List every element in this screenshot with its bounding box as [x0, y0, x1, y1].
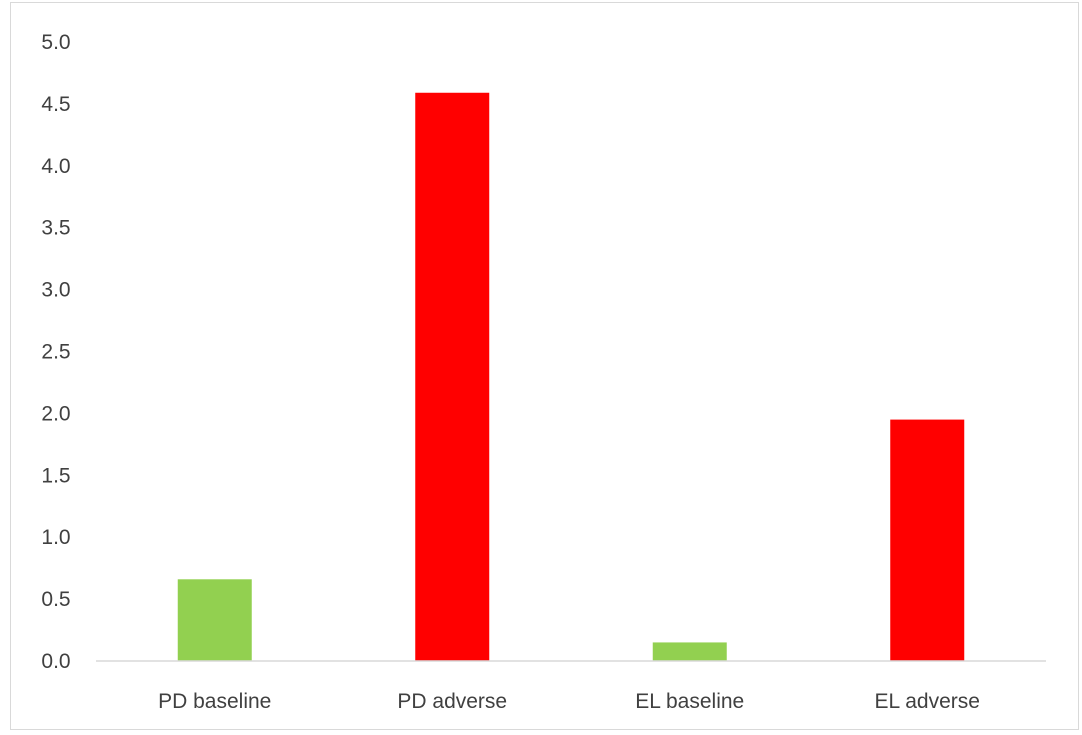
bar-pd-adverse — [415, 92, 490, 662]
x-category-label: EL adverse — [875, 690, 980, 713]
x-category-label: EL baseline — [635, 690, 744, 713]
y-tick-label: 1.5 — [41, 464, 70, 487]
y-tick-label: 3.0 — [41, 279, 70, 302]
y-tick-label: 0.5 — [41, 588, 70, 611]
y-tick-label: 4.0 — [41, 155, 70, 178]
y-tick-label: 3.5 — [41, 217, 70, 240]
y-tick-label: 5.0 — [41, 31, 70, 54]
x-category-label: PD adverse — [397, 690, 507, 713]
y-axis-tick-labels: 0.0 0.5 1.0 1.5 2.0 2.5 3.0 3.5 4.0 4.5 5.0 — [41, 31, 70, 673]
y-tick-label: 4.5 — [41, 93, 70, 116]
bar-el-baseline — [652, 642, 727, 661]
y-tick-label: 0.0 — [41, 650, 70, 673]
y-tick-label: 2.5 — [41, 341, 70, 364]
bars — [177, 92, 965, 662]
bar-pd-baseline — [177, 579, 252, 661]
bar-el-adverse — [890, 419, 965, 661]
x-category-label: PD baseline — [158, 690, 271, 713]
y-tick-label: 2.0 — [41, 402, 70, 425]
y-tick-label: 1.0 — [41, 526, 70, 549]
x-axis-category-labels: PD baseline PD adverse EL baseline EL adver… — [158, 690, 980, 713]
